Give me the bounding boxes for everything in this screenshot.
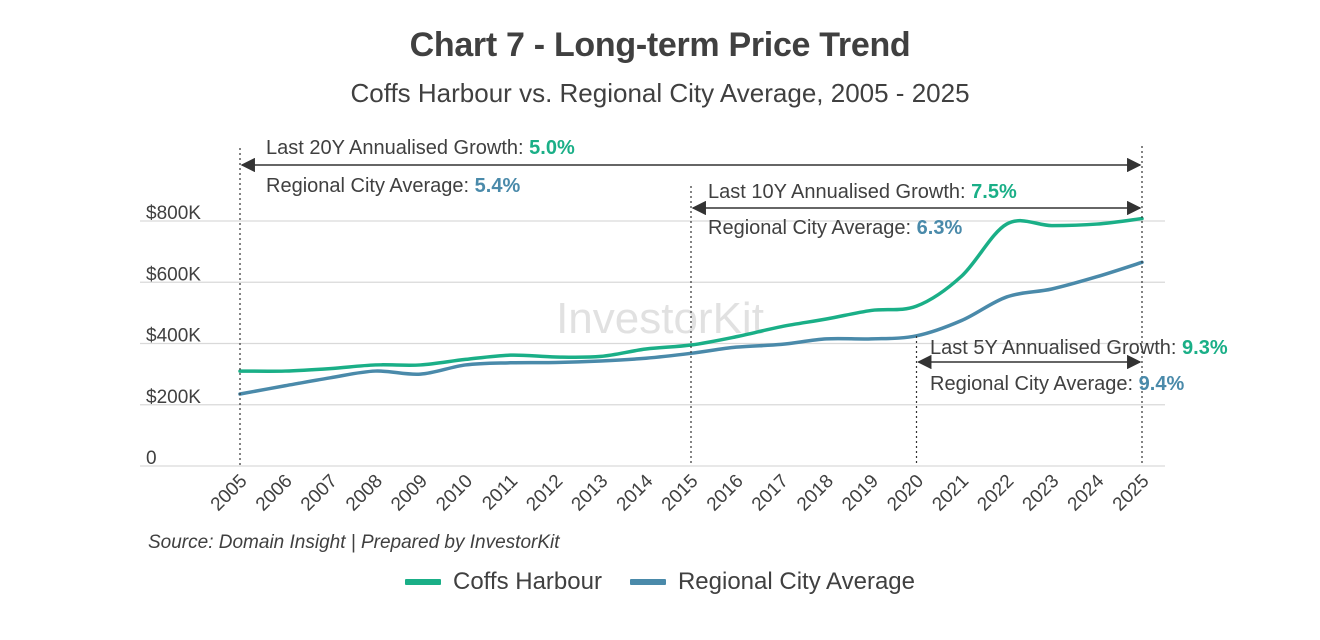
gridlines xyxy=(140,220,1165,467)
x-tick-label: 2009 xyxy=(387,471,432,516)
chart-title: Chart 7 - Long-term Price Trend xyxy=(409,26,911,64)
x-tick-label: 2006 xyxy=(252,471,297,516)
legend-label-coffs-harbour: Coffs Harbour xyxy=(452,568,602,595)
regional-average-annotation: Regional City Average: 9.4% xyxy=(930,373,1184,395)
legend-item-coffs-harbour: Coffs Harbour xyxy=(404,568,602,596)
x-tick-label: 2005 xyxy=(207,471,252,516)
x-axis-ticks: 2005 2006 2007 2008 2009 2010 2011 2012 2013 2014… xyxy=(207,470,1154,515)
x-tick-label: 2020 xyxy=(883,471,928,516)
x-tick-label: 2021 xyxy=(928,471,973,516)
x-tick-label: 2018 xyxy=(793,471,838,516)
y-tick-label: $600K xyxy=(146,264,201,285)
x-tick-label: 2017 xyxy=(748,471,793,516)
y-tick-label: 0 xyxy=(146,448,157,469)
x-tick-label: 2010 xyxy=(432,471,477,516)
y-tick-label: $400K xyxy=(146,326,201,347)
legend-item-regional-city-average: Regional City Average xyxy=(629,568,915,596)
x-tick-label: 2016 xyxy=(703,471,748,516)
series-lines xyxy=(238,216,1144,396)
watermark-text: InvestorKit xyxy=(556,294,764,343)
x-tick-label: 2011 xyxy=(478,471,522,515)
regional-average-annotation: Regional City Average: 6.3% xyxy=(708,217,962,239)
y-axis-ticks: 0 $200K $400K $600K $800K xyxy=(146,203,201,469)
x-tick-label: 2007 xyxy=(297,471,342,516)
x-tick-label: 2025 xyxy=(1109,471,1154,516)
legend-label-regional-city-average: Regional City Average xyxy=(677,568,915,595)
watermark: InvestorKit xyxy=(556,294,764,343)
regional-average-annotation: Regional City Average: 5.4% xyxy=(266,175,520,197)
x-tick-label: 2019 xyxy=(838,471,883,516)
x-tick-label: 2008 xyxy=(342,471,387,516)
x-tick-label: 2013 xyxy=(568,471,613,516)
x-tick-label: 2022 xyxy=(973,471,1018,516)
growth-annotations: Last 20Y Annualised Growth: 5.0% Regional… xyxy=(239,137,1228,466)
x-tick-label: 2015 xyxy=(658,471,703,516)
y-tick-label: $800K xyxy=(146,203,201,224)
legend-swatch-regional-city-average xyxy=(629,579,666,585)
source-note: Source: Domain Insight | Prepared by Inv… xyxy=(148,532,560,553)
x-tick-label: 2023 xyxy=(1019,471,1064,516)
growth-annotation: Last 5Y Annualised Growth: 9.3% xyxy=(930,337,1228,359)
legend: Coffs Harbour Regional City Average xyxy=(0,568,1320,596)
growth-annotation: Last 20Y Annualised Growth: 5.0% xyxy=(266,137,575,159)
growth-annotation: Last 10Y Annualised Growth: 7.5% xyxy=(708,181,1017,203)
y-tick-label: $200K xyxy=(146,387,201,408)
x-tick-label: 2024 xyxy=(1064,470,1109,515)
x-tick-label: 2012 xyxy=(522,471,567,516)
x-tick-label: 2014 xyxy=(613,470,658,515)
chart-subtitle: Coffs Harbour vs. Regional City Average,… xyxy=(350,78,970,108)
legend-swatch-coffs-harbour xyxy=(404,579,441,585)
